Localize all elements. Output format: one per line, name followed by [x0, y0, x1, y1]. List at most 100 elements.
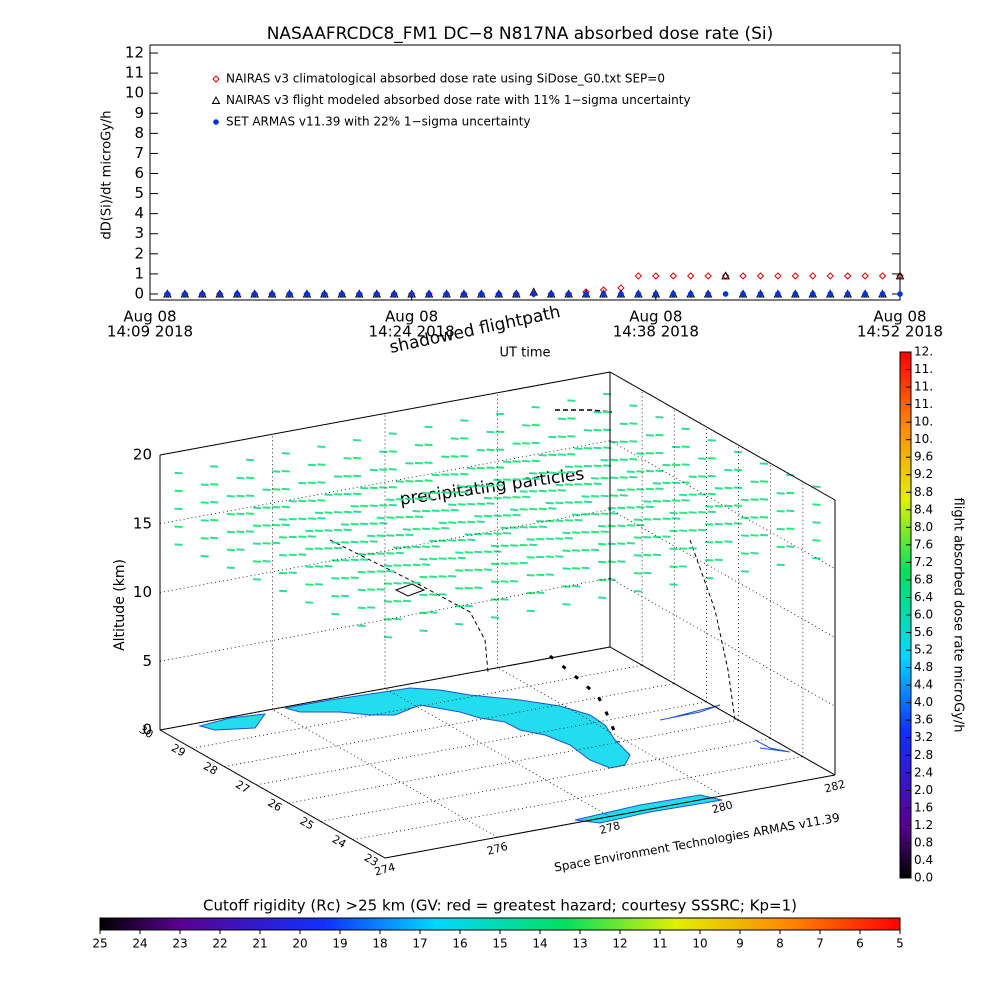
- colorbar-tick-label: 8.0: [914, 520, 933, 534]
- particle: [288, 517, 297, 521]
- particle: [776, 492, 785, 495]
- colorbar-tick-label: 5.2: [914, 643, 933, 657]
- particle: [698, 457, 707, 460]
- particle: [245, 512, 255, 515]
- particle: [581, 495, 590, 498]
- particle: [707, 457, 716, 460]
- particle: [500, 580, 509, 583]
- particle: [412, 545, 421, 549]
- colorbar-tick-label: 4.4: [914, 678, 933, 692]
- particle: [707, 492, 716, 496]
- particle: [331, 612, 340, 616]
- particle: [279, 518, 288, 521]
- particle: [422, 491, 431, 495]
- colorbar-tick-label: 12.: [914, 345, 933, 359]
- particle: [317, 481, 326, 484]
- marker: [652, 272, 660, 280]
- particle: [812, 557, 821, 560]
- particle: [383, 600, 392, 603]
- particle: [343, 457, 352, 460]
- colorbar-tick-label: 21: [252, 937, 267, 951]
- marker: [704, 272, 712, 280]
- legend-marker: [213, 119, 219, 125]
- particle: [548, 435, 557, 439]
- particle: [405, 479, 414, 483]
- particle: [519, 561, 528, 565]
- particle: [281, 452, 290, 455]
- particle: [490, 562, 500, 566]
- particle: [324, 564, 333, 568]
- particle: [262, 506, 271, 509]
- particle: [448, 557, 457, 560]
- x-tick-label: 14:52 2018: [857, 323, 943, 341]
- marker: [461, 291, 467, 297]
- particle: [679, 565, 688, 568]
- particle: [812, 539, 821, 542]
- y-tick-label: 3: [134, 224, 144, 242]
- particle: [598, 560, 607, 564]
- lat-tick-label: 28: [201, 760, 220, 778]
- particle: [626, 524, 635, 527]
- particle: [564, 537, 573, 540]
- particle: [655, 451, 664, 455]
- particle: [376, 570, 385, 573]
- colorbar-tick-label: 9: [736, 937, 744, 951]
- colorbar-tick-label: 6.0: [914, 608, 933, 622]
- particle: [314, 565, 323, 568]
- z-axis-label: Altitude (km): [112, 559, 128, 651]
- particle: [431, 509, 440, 512]
- marker: [843, 272, 852, 280]
- marker: [826, 272, 834, 280]
- particle: [571, 584, 581, 588]
- particle: [760, 498, 769, 501]
- particle: [629, 475, 638, 479]
- grid-line: [256, 701, 707, 786]
- particle: [174, 489, 183, 493]
- colorbar-tick-label: 17: [412, 937, 427, 951]
- legend-label: SET ARMAS v11.39 with 22% 1−sigma uncert…: [226, 115, 531, 129]
- particle: [367, 588, 376, 591]
- particle: [581, 566, 590, 570]
- particle: [331, 559, 340, 562]
- particle: [464, 551, 473, 554]
- particle: [591, 548, 600, 552]
- particle: [522, 442, 531, 445]
- particle: [681, 463, 690, 466]
- particle: [652, 553, 662, 557]
- particle: [750, 516, 759, 519]
- particle: [460, 437, 469, 440]
- particle: [350, 558, 359, 562]
- y-tick-label: 10: [125, 84, 144, 102]
- particle: [495, 412, 505, 416]
- particle: [393, 617, 402, 621]
- colorbar-tick-label: 11: [652, 937, 667, 951]
- particle: [341, 594, 350, 598]
- particle: [386, 534, 395, 537]
- particle: [655, 469, 664, 473]
- particle: [441, 455, 450, 459]
- particle: [705, 523, 714, 526]
- particle: [672, 481, 681, 485]
- particle: [272, 506, 281, 509]
- particle: [174, 471, 183, 475]
- particle: [591, 530, 600, 534]
- marker: [408, 291, 415, 297]
- particle: [733, 504, 743, 507]
- particle: [357, 588, 366, 592]
- particle: [555, 537, 564, 540]
- particle: [288, 535, 297, 539]
- particle: [341, 558, 350, 562]
- particle: [669, 583, 678, 586]
- colorbar-tick-label: 7: [816, 937, 824, 951]
- colorbar-tick-label: 8.4: [914, 502, 933, 516]
- particle: [314, 511, 323, 515]
- particle: [298, 481, 307, 485]
- particle: [643, 553, 652, 557]
- particle: [341, 523, 350, 526]
- particle: [474, 515, 483, 518]
- particle: [536, 537, 545, 541]
- particle: [333, 511, 343, 514]
- particle: [574, 447, 583, 450]
- particle: [600, 512, 609, 516]
- axis-edge: [384, 774, 836, 859]
